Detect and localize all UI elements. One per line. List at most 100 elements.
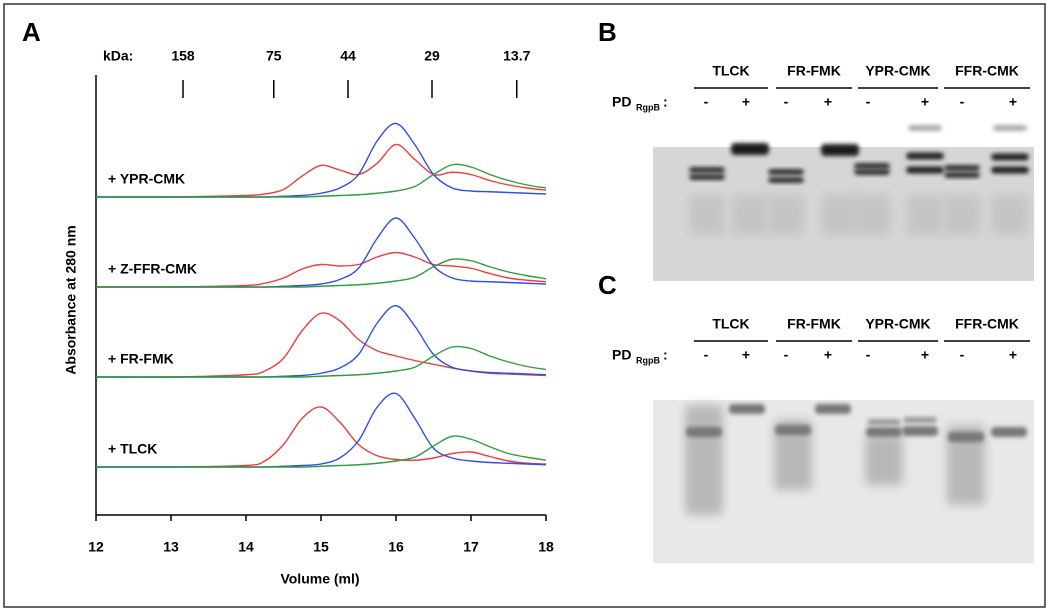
gel-band xyxy=(821,144,859,156)
gel-band xyxy=(944,165,980,171)
gel-band xyxy=(774,420,812,490)
pd-label: PD xyxy=(612,94,631,110)
panel-label: A xyxy=(22,17,41,47)
pd-colon: : xyxy=(663,347,668,363)
gel-band xyxy=(865,435,903,485)
lane-sign: + xyxy=(742,94,750,110)
lane-sign: - xyxy=(784,94,789,110)
kda-marker-label: 13.7 xyxy=(503,48,530,64)
lane-sign: + xyxy=(1009,347,1017,363)
gel-band xyxy=(854,169,890,175)
gel-band xyxy=(689,167,725,173)
gel-band xyxy=(947,425,985,505)
lane-sign: + xyxy=(824,94,832,110)
gel-band xyxy=(689,174,725,180)
lane-sign: - xyxy=(960,347,965,363)
y-axis-label: Absorbance at 280 nm xyxy=(63,225,79,374)
group-label: FFR-CMK xyxy=(955,63,1019,79)
pd-colon: : xyxy=(663,94,668,110)
lane-sign: + xyxy=(921,94,929,110)
group-label: FR-FMK xyxy=(787,316,841,332)
trace-label: + FR-FMK xyxy=(108,351,174,367)
lane-sign: - xyxy=(784,347,789,363)
gel-band xyxy=(768,195,804,235)
gel-band xyxy=(815,404,851,414)
gel-band xyxy=(729,404,765,414)
gel-band xyxy=(993,125,1027,131)
chromatogram-line xyxy=(95,251,547,288)
lane-sign: - xyxy=(866,94,871,110)
x-tick-label: 16 xyxy=(388,539,404,555)
chromatogram-line xyxy=(95,312,547,378)
chromatogram-line xyxy=(95,406,547,468)
kda-marker-label: 29 xyxy=(424,48,440,64)
gel-band xyxy=(991,153,1029,161)
x-tick-label: 17 xyxy=(463,539,479,555)
gel-band xyxy=(991,166,1029,174)
gel-c xyxy=(653,400,1034,563)
lane-sign: + xyxy=(742,347,750,363)
lane-sign: - xyxy=(866,347,871,363)
gel-band xyxy=(689,195,725,235)
lane-sign: + xyxy=(921,347,929,363)
chromatogram-line xyxy=(96,163,547,198)
gel-band xyxy=(866,427,902,437)
gel-band xyxy=(867,419,901,425)
lane-sign: - xyxy=(704,94,709,110)
gel-band xyxy=(686,427,722,437)
gel-band xyxy=(944,172,980,178)
gel-band xyxy=(685,405,723,515)
lane-sign: - xyxy=(960,94,965,110)
gel-band xyxy=(768,177,804,183)
group-label: FFR-CMK xyxy=(955,316,1019,332)
group-label: TLCK xyxy=(712,63,749,79)
kda-label: kDa: xyxy=(103,48,133,64)
chromatogram-line xyxy=(95,435,547,468)
x-tick-label: 12 xyxy=(88,539,104,555)
gel-band xyxy=(992,195,1028,235)
x-tick-label: 13 xyxy=(163,539,179,555)
x-tick-label: 18 xyxy=(538,539,554,555)
gel-band xyxy=(948,432,984,442)
x-tick-label: 14 xyxy=(238,539,254,555)
chromatogram-line xyxy=(96,345,547,378)
trace-label: + YPR-CMK xyxy=(108,171,185,187)
lane-sign: + xyxy=(1009,94,1017,110)
group-label: TLCK xyxy=(712,316,749,332)
gel-band xyxy=(775,425,811,435)
group-label: YPR-CMK xyxy=(865,316,930,332)
gel-band xyxy=(908,125,942,131)
gel-b xyxy=(653,125,1034,281)
gel-band xyxy=(903,417,937,423)
gel-band xyxy=(854,195,890,235)
gel-band xyxy=(768,169,804,175)
pd-label: PD xyxy=(612,347,631,363)
kda-marker-label: 158 xyxy=(171,48,195,64)
gel-band xyxy=(731,143,769,155)
gel-band xyxy=(906,166,944,174)
panel-label: B xyxy=(598,17,617,47)
gel-band xyxy=(822,195,858,235)
pd-subscript: RgpB xyxy=(636,355,660,365)
x-tick-label: 15 xyxy=(313,539,329,555)
group-label: YPR-CMK xyxy=(865,63,930,79)
trace-label: + Z-FFR-CMK xyxy=(108,261,197,277)
chromatogram-line xyxy=(96,258,547,288)
trace-label: + TLCK xyxy=(108,441,157,457)
group-label: FR-FMK xyxy=(787,63,841,79)
panel-label: C xyxy=(598,270,617,300)
gel-band xyxy=(902,426,938,436)
kda-marker-label: 44 xyxy=(340,48,356,64)
gel-band xyxy=(991,427,1027,437)
gel-band xyxy=(732,195,768,235)
gel-band xyxy=(854,163,890,169)
lane-sign: - xyxy=(704,347,709,363)
gel-band xyxy=(906,152,944,160)
gel-band xyxy=(907,195,943,235)
chromatogram-line xyxy=(95,143,547,198)
pd-subscript: RgpB xyxy=(636,102,660,112)
x-axis-label: Volume (ml) xyxy=(280,571,359,587)
gel-band xyxy=(944,195,980,235)
kda-marker-label: 75 xyxy=(266,48,282,64)
